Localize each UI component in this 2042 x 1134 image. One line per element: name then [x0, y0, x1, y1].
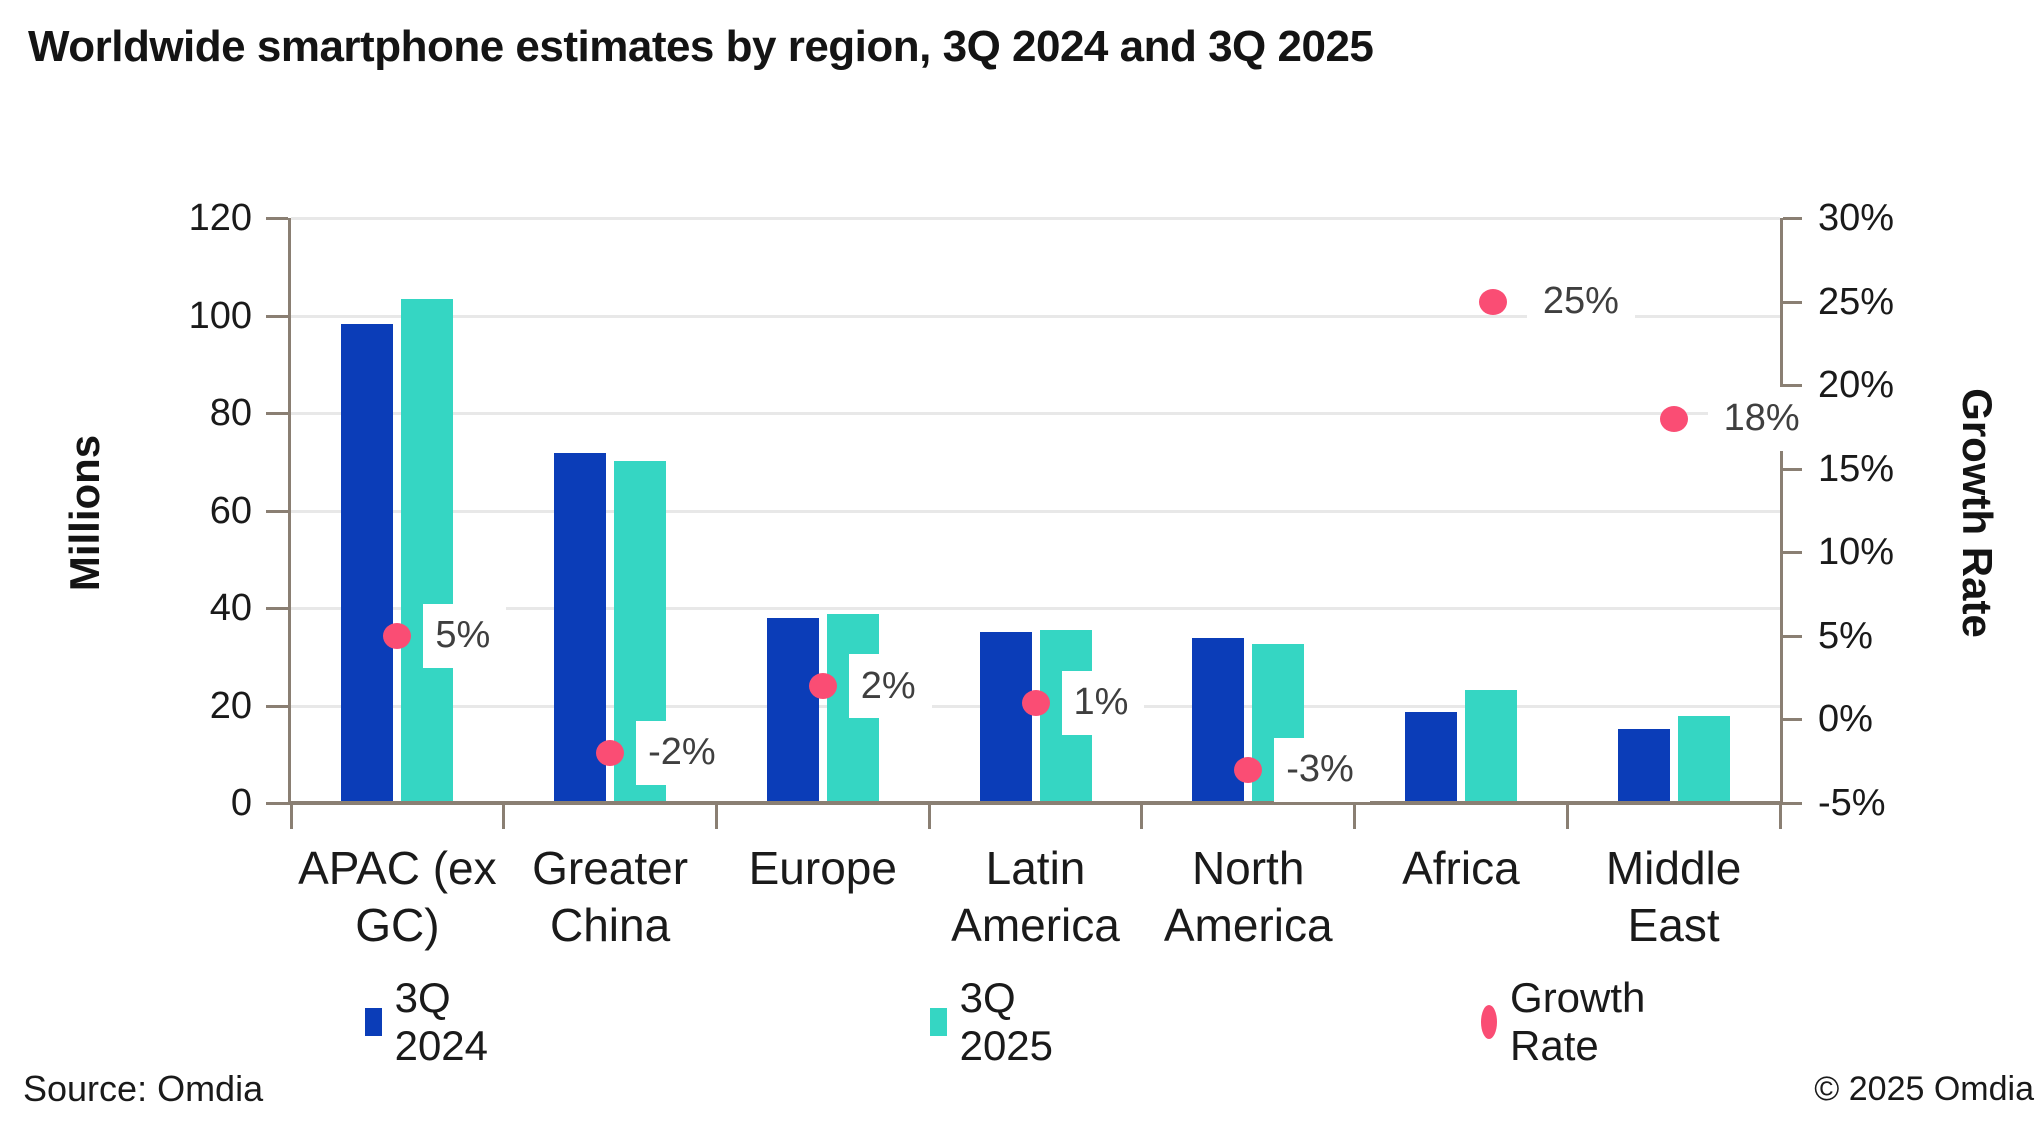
left-axis-title: Millions — [61, 434, 108, 592]
x-axis-category-tick — [1565, 805, 1569, 829]
x-axis-category-tick — [1140, 805, 1144, 829]
right-axis-tick — [1783, 551, 1802, 555]
growth-label-3: 1% — [1061, 670, 1145, 735]
growth-label-1: -2% — [636, 720, 732, 785]
left-axis-tick-label: 40 — [209, 587, 252, 629]
right-axis-tick-label: 0% — [1818, 698, 1873, 741]
left-axis-tick — [266, 802, 288, 805]
right-axis-tick — [1783, 718, 1802, 722]
x-axis-category-tick — [1778, 805, 1782, 829]
right-axis-tick-label: 25% — [1818, 280, 1895, 323]
bar-3q2024-2 — [766, 617, 819, 804]
right-axis-tick — [1783, 217, 1802, 220]
left-axis-tick-label: 100 — [188, 294, 252, 337]
left-axis-line — [288, 218, 291, 805]
right-axis-title: Growth Rate — [1954, 388, 2001, 638]
growth-dot-4 — [1234, 756, 1263, 783]
legend-label: 3Q 2025 — [959, 974, 1054, 1069]
left-axis-tick — [266, 704, 288, 708]
growth-dot-3 — [1021, 689, 1050, 716]
growth-label-6: 18% — [1707, 386, 1816, 451]
x-axis-label-0: APAC (ex GC) — [298, 842, 497, 951]
gridline — [291, 217, 1780, 220]
left-axis-tick-label: 120 — [188, 197, 252, 239]
growth-dot-1 — [596, 739, 625, 766]
source-note: Source: Omdia — [23, 1068, 264, 1109]
x-axis-label-4: North America — [1163, 842, 1333, 951]
right-axis-tick-label: 5% — [1818, 614, 1873, 657]
legend-label: 3Q 2024 — [394, 974, 489, 1069]
right-axis-tick — [1783, 634, 1802, 638]
bar-3q2025-6 — [1677, 716, 1730, 803]
gridline — [291, 314, 1780, 318]
bar-3q2024-0 — [341, 323, 394, 803]
legend-item-3q-2024: 3Q 2024 — [365, 974, 497, 1069]
x-axis-label-2: Europe — [748, 842, 897, 894]
x-axis-label-6: Middle East — [1605, 842, 1742, 951]
chart-title: Worldwide smartphone estimates by region… — [28, 22, 1374, 71]
growth-label-4: -3% — [1274, 737, 1370, 802]
bar-3q2024-3 — [979, 632, 1032, 803]
bar-3q2024-5 — [1404, 712, 1457, 803]
x-axis-label-5: Africa — [1402, 842, 1520, 894]
x-axis-category-tick — [714, 805, 718, 829]
legend-square-marker — [365, 1008, 382, 1036]
left-axis-tick — [266, 509, 288, 513]
left-axis-tick — [266, 217, 288, 220]
legend-square-marker — [930, 1008, 947, 1036]
right-axis-tick-label: 20% — [1818, 364, 1895, 407]
x-axis-category-tick — [502, 805, 506, 829]
left-axis-tick-label: 60 — [209, 489, 252, 532]
right-axis-tick — [1783, 467, 1802, 471]
right-axis-tick-label: -5% — [1818, 782, 1886, 824]
bar-3q2025-0 — [401, 298, 454, 803]
growth-dot-6 — [1659, 405, 1688, 432]
right-axis-tick — [1783, 802, 1802, 805]
right-axis-line — [1780, 218, 1783, 805]
right-axis-tick-label: 30% — [1818, 197, 1895, 239]
left-axis-tick-label: 0 — [230, 782, 252, 824]
gridline — [291, 607, 1780, 610]
gridline — [291, 509, 1780, 513]
left-axis-tick-label: 80 — [209, 392, 252, 434]
x-axis-category-tick — [1353, 805, 1357, 829]
growth-label-0: 5% — [423, 603, 507, 668]
left-axis-tick-label: 20 — [209, 684, 252, 727]
legend-item-growth-rate: Growth Rate — [1481, 974, 1655, 1069]
left-axis-tick — [266, 314, 288, 318]
left-axis-tick — [266, 607, 288, 610]
x-axis-category-tick — [289, 805, 293, 829]
legend-label: Growth Rate — [1510, 974, 1646, 1069]
bar-3q2025-5 — [1464, 689, 1517, 803]
right-axis-tick-label: 10% — [1818, 531, 1895, 574]
legend-item-3q-2025: 3Q 2025 — [930, 974, 1062, 1069]
x-axis-label-1: Greater China — [532, 842, 689, 951]
growth-dot-0 — [383, 622, 412, 649]
x-axis-category-tick — [927, 805, 931, 829]
growth-dot-5 — [1478, 288, 1507, 315]
x-axis-line — [288, 801, 1783, 805]
right-axis-tick — [1783, 300, 1802, 304]
growth-label-2: 2% — [848, 654, 932, 718]
bar-3q2024-1 — [554, 452, 607, 803]
right-axis-tick-label: 15% — [1818, 447, 1895, 490]
copyright-note: © 2025 Omdia — [1814, 1070, 2034, 1108]
left-axis-tick — [266, 412, 288, 415]
right-axis-tick — [1783, 384, 1802, 388]
bar-3q2024-6 — [1617, 729, 1670, 803]
x-axis-label-3: Latin America — [951, 842, 1120, 951]
growth-dot-2 — [808, 673, 837, 699]
growth-label-5: 25% — [1526, 269, 1635, 334]
gridline — [291, 412, 1780, 415]
legend-dot-marker — [1481, 1005, 1498, 1039]
